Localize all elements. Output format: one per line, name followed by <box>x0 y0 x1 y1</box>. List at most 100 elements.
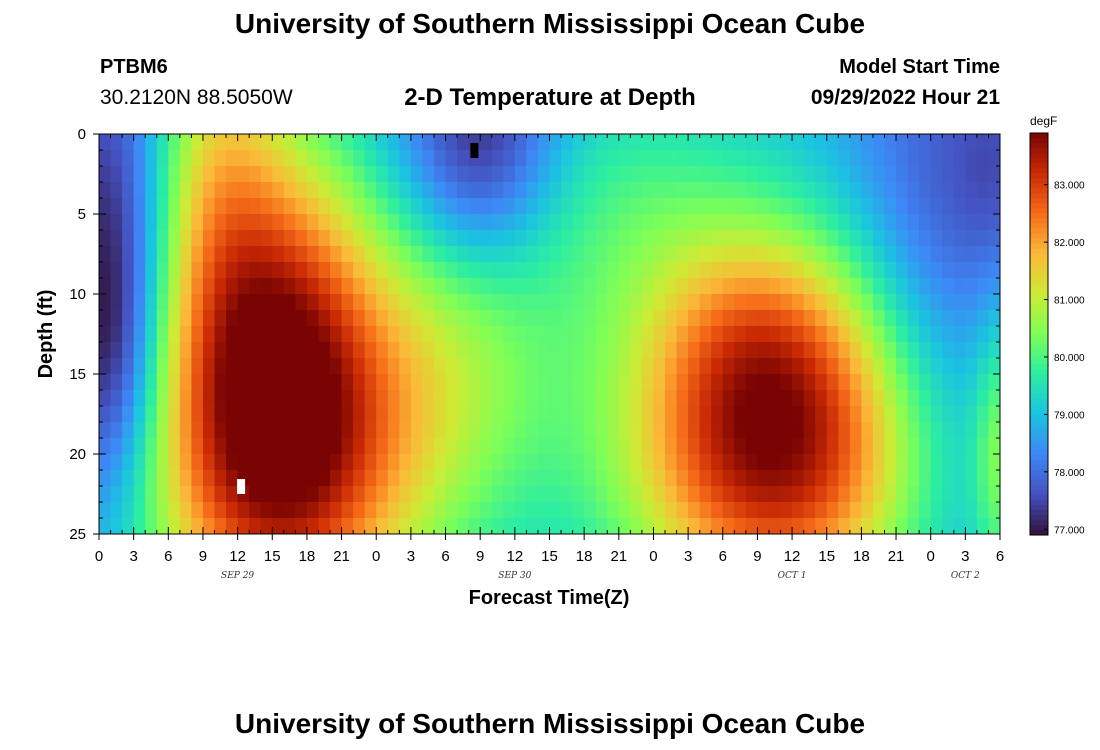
heatmap-cell <box>306 310 319 327</box>
heatmap-cell <box>353 182 366 199</box>
heatmap-cell <box>283 294 296 311</box>
heatmap-cell <box>549 470 562 487</box>
x-date-label: SEP 29 <box>221 571 254 581</box>
heatmap-cell <box>780 358 793 375</box>
heatmap-cell <box>99 470 111 487</box>
heatmap-cell <box>330 134 342 151</box>
heatmap-cell <box>988 134 1001 151</box>
heatmap-cell <box>803 182 816 199</box>
y-tick-label: 5 <box>78 206 86 223</box>
heatmap-cell <box>792 246 805 263</box>
heatmap-cell <box>445 358 458 375</box>
heatmap-cell <box>768 150 781 167</box>
heatmap-cell <box>618 374 631 391</box>
heatmap-cell <box>145 390 158 407</box>
heatmap-cell <box>861 310 874 327</box>
heatmap-cell <box>202 214 215 231</box>
heatmap-cell <box>907 134 920 151</box>
heatmap-cell <box>376 390 389 407</box>
heatmap-cell <box>826 358 839 375</box>
heatmap-cell <box>491 230 504 247</box>
heatmap-cell <box>306 438 319 455</box>
heatmap-cell <box>838 134 851 151</box>
heatmap-cell <box>122 374 135 391</box>
heatmap-cell <box>341 358 354 375</box>
heatmap-cell <box>884 374 897 391</box>
heatmap-cell <box>191 406 204 423</box>
heatmap-cell <box>607 438 620 455</box>
heatmap-cell <box>572 486 585 503</box>
heatmap-cell <box>838 342 851 359</box>
heatmap-cell <box>884 166 897 183</box>
heatmap-cell <box>676 374 689 391</box>
heatmap-cell <box>849 310 862 327</box>
heatmap-cell <box>156 326 169 343</box>
heatmap-cell <box>514 438 527 455</box>
heatmap-cell <box>306 278 319 295</box>
heatmap-cell <box>896 374 908 391</box>
heatmap-cell <box>976 278 989 295</box>
heatmap-cell <box>480 262 493 279</box>
heatmap-cell <box>306 390 319 407</box>
colorbar-segment <box>1030 424 1048 430</box>
heatmap-cell <box>792 278 805 295</box>
heatmap-cell <box>283 150 296 167</box>
heatmap-cell <box>953 374 966 391</box>
heatmap-cell <box>156 406 169 423</box>
heatmap-cell <box>191 294 204 311</box>
heatmap-cell <box>272 422 285 439</box>
heatmap-cell <box>676 150 689 167</box>
heatmap-cell <box>468 422 481 439</box>
heatmap-cell <box>249 454 262 471</box>
heatmap-cell <box>480 182 493 199</box>
x-tick-label: 15 <box>818 548 835 565</box>
heatmap-cell <box>595 294 608 311</box>
heatmap-cell <box>306 342 319 359</box>
heatmap-cell <box>353 358 366 375</box>
heatmap-cell <box>688 518 701 535</box>
heatmap-cell <box>272 470 285 487</box>
heatmap-cell <box>976 230 989 247</box>
heatmap-cell <box>688 342 701 359</box>
heatmap-cell <box>387 134 400 151</box>
heatmap-cell <box>526 230 539 247</box>
heatmap-cell <box>318 326 331 343</box>
heatmap-cell <box>838 406 851 423</box>
heatmap-cell <box>711 246 724 263</box>
heatmap-cell <box>514 342 527 359</box>
heatmap-cell <box>584 198 597 215</box>
heatmap-cell <box>376 310 389 327</box>
x-tick-label: 0 <box>649 548 657 565</box>
heatmap-cell <box>849 518 862 535</box>
heatmap-cell <box>295 486 308 503</box>
heatmap-cell <box>803 374 816 391</box>
heatmap-cell <box>838 182 851 199</box>
heatmap-cell <box>133 486 146 503</box>
heatmap-cell <box>849 502 862 519</box>
heatmap-cell <box>561 230 573 247</box>
heatmap-cell <box>145 438 158 455</box>
heatmap-cell <box>526 326 539 343</box>
heatmap-cell <box>641 518 654 535</box>
heatmap-cell <box>618 214 631 231</box>
heatmap-cell <box>884 150 897 167</box>
heatmap-cell <box>653 326 666 343</box>
heatmap-cell <box>896 262 908 279</box>
heatmap-cell <box>630 342 643 359</box>
heatmap-cell <box>849 246 862 263</box>
heatmap-cell <box>896 470 908 487</box>
heatmap-cell <box>792 230 805 247</box>
heatmap-cell <box>133 310 146 327</box>
heatmap-cell <box>965 150 978 167</box>
heatmap-cell <box>584 358 597 375</box>
heatmap-cell <box>665 374 677 391</box>
colorbar-segment <box>1030 223 1048 229</box>
heatmap-cell <box>514 502 527 519</box>
colorbar-segment <box>1030 158 1048 164</box>
heatmap-cell <box>468 454 481 471</box>
heatmap-cell <box>676 358 689 375</box>
heatmap-cell <box>930 438 943 455</box>
heatmap-cell <box>445 422 458 439</box>
heatmap-cell <box>514 390 527 407</box>
heatmap-cell <box>849 262 862 279</box>
